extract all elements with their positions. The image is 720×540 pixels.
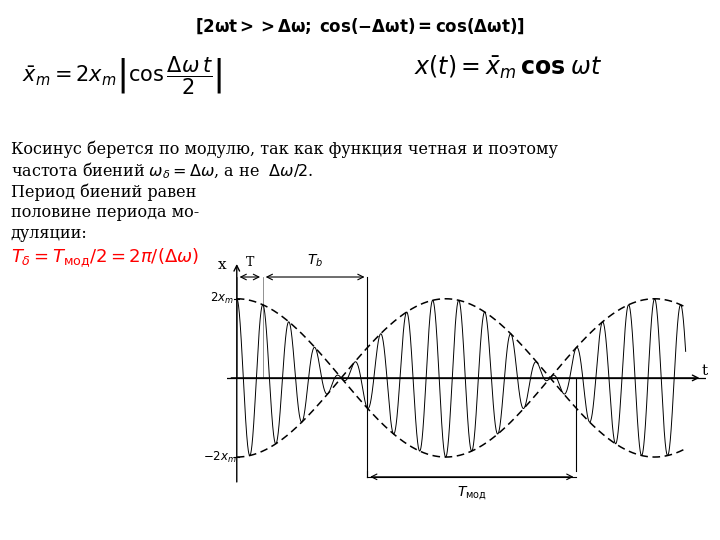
Text: T: T (246, 256, 254, 269)
Text: половине периода мо-: половине периода мо- (11, 204, 199, 221)
Text: частота биений $\omega_\mathit{\delta} = \Delta\omega$, а не  $\Delta\omega/2$.: частота биений $\omega_\mathit{\delta} =… (11, 161, 313, 181)
Text: Косинус берется по модулю, так как функция четная и поэтому: Косинус берется по модулю, так как функц… (11, 140, 558, 158)
Text: t: t (702, 364, 708, 378)
Text: x: x (217, 258, 226, 272)
Text: $\bar{x}_{m} = 2x_{m}\left|\cos\dfrac{\Delta\omega\, t}{2}\right|$: $\bar{x}_{m} = 2x_{m}\left|\cos\dfrac{\D… (22, 54, 222, 97)
Text: $x(t) = \bar{x}_{m}\,\mathbf{cos}\;\omega t$: $x(t) = \bar{x}_{m}\,\mathbf{cos}\;\omeg… (414, 54, 603, 81)
Text: Период биений равен: Период биений равен (11, 184, 196, 201)
Text: $T_\mathit{\delta} = T_\mathrm{мод}/2 = 2\pi/(\Delta\omega)$: $T_\mathit{\delta} = T_\mathrm{мод}/2 = … (11, 247, 199, 269)
Text: $T_b$: $T_b$ (307, 253, 323, 269)
Text: $2x_m$: $2x_m$ (210, 291, 234, 306)
Text: дуляции:: дуляции: (11, 225, 88, 241)
Text: $\mathbf{[2\omega t>>\Delta\omega;\;cos(-\Delta\omega t)=cos(\Delta\omega t)]}$: $\mathbf{[2\omega t>>\Delta\omega;\;cos(… (195, 16, 525, 36)
Text: $T_\mathrm{мод}$: $T_\mathrm{мод}$ (456, 485, 487, 502)
Text: $-2x_m$: $-2x_m$ (203, 449, 237, 464)
